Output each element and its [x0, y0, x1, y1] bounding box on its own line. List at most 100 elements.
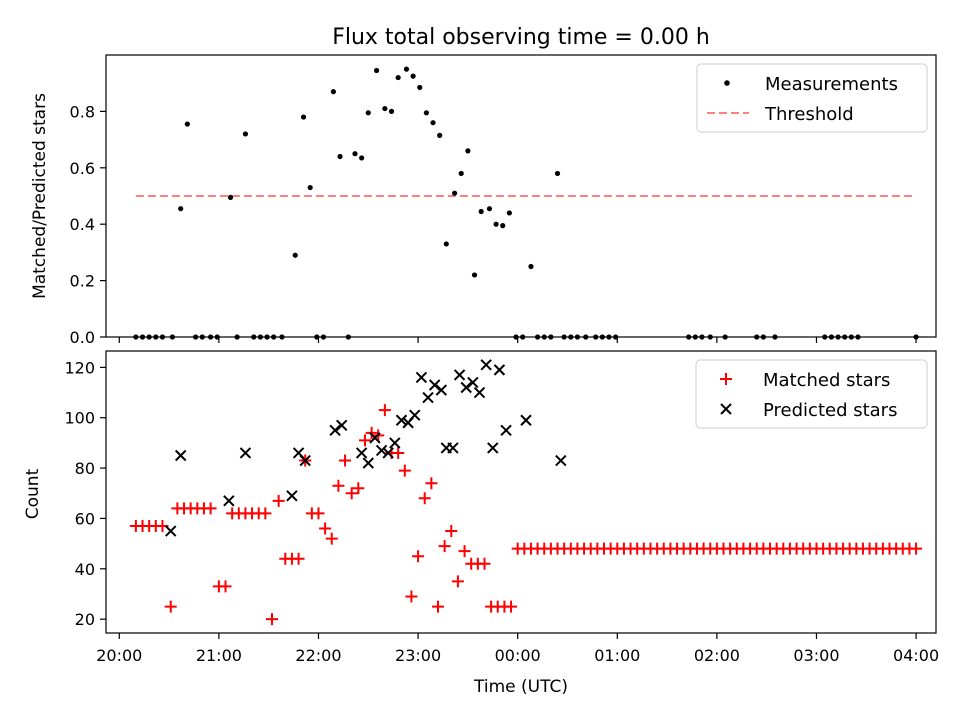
- measurement-point: [365, 110, 371, 116]
- predicted-star-point: [286, 490, 298, 502]
- matched-star-point: [292, 552, 305, 565]
- matched-star-point: [505, 600, 518, 613]
- measurement-point: [471, 272, 478, 278]
- measurement-point: [227, 194, 234, 201]
- predicted-star-point: [389, 437, 401, 449]
- predicted-star-point: [299, 454, 311, 467]
- figure-title: Flux total observing time = 0.00 h: [332, 25, 710, 50]
- measurement-point: [443, 241, 449, 247]
- predicted-legend-label: Predicted stars: [763, 400, 897, 421]
- predicted-star-point: [336, 419, 348, 431]
- matched-star-point: [332, 479, 345, 492]
- matched-star-point: [478, 557, 491, 570]
- bottom-x-tick-label: 21:00: [196, 646, 242, 665]
- matched-legend-label: Matched stars: [763, 370, 890, 391]
- measurement-point: [373, 67, 380, 74]
- measurement-point: [410, 73, 416, 79]
- matched-star-point: [272, 494, 285, 507]
- predicted-star-point: [415, 371, 428, 384]
- matched-star-point: [358, 434, 371, 447]
- matched-star-point: [910, 542, 923, 555]
- bottom-x-tick-label: 20:00: [96, 646, 142, 665]
- bottom-y-tick-label: 120: [64, 358, 95, 377]
- predicted-star-point: [480, 359, 492, 371]
- matched-star-point: [164, 600, 177, 613]
- predicted-star-point: [520, 414, 532, 426]
- predicted-star-point: [362, 457, 374, 469]
- bottom-x-tick-label: 01:00: [594, 646, 640, 665]
- predicted-stars-points: [165, 359, 567, 537]
- matched-star-point: [398, 464, 411, 477]
- predicted-star-point: [493, 364, 506, 376]
- matched-star-point: [204, 502, 217, 515]
- matched-star-point: [352, 482, 365, 495]
- matched-star-point: [312, 507, 325, 520]
- bottom-y-tick-label: 60: [75, 509, 95, 528]
- measurements-legend-label: Measurements: [765, 74, 898, 95]
- predicted-star-point: [467, 376, 479, 389]
- predicted-star-point: [487, 442, 499, 454]
- predicted-star-point: [447, 442, 459, 454]
- measurement-point: [300, 114, 307, 120]
- bottom-plot: 20 40 60 80 100 120 20:00 21:00 22:00 23:00 00:00…: [23, 350, 939, 697]
- predicted-star-point: [369, 432, 381, 444]
- top-y-tick-label: 0.8: [70, 102, 95, 121]
- predicted-star-point: [223, 495, 235, 507]
- matched-star-point: [451, 575, 464, 588]
- matched-star-point: [219, 580, 232, 593]
- x-axis-label: Time (UTC): [473, 677, 568, 697]
- measurement-point: [506, 210, 512, 216]
- bottom-x-tick-label: 04:00: [893, 646, 939, 665]
- measurement-point: [352, 151, 358, 157]
- top-y-axis-label: Matched/Predicted stars: [30, 93, 50, 299]
- bottom-x-tick-label: 22:00: [295, 646, 341, 665]
- predicted-star-point: [422, 391, 434, 404]
- bottom-y-axis: 20 40 60 80 100 120: [64, 358, 106, 629]
- measurement-point: [493, 221, 499, 227]
- measurement-point: [359, 155, 365, 161]
- measurement-point: [528, 263, 534, 270]
- predicted-star-point: [174, 449, 187, 462]
- measurement-point: [307, 184, 313, 191]
- measurement-point: [458, 170, 464, 177]
- top-legend: Measurements Threshold: [696, 63, 928, 133]
- measurement-point: [330, 89, 337, 95]
- bottom-y-tick-label: 80: [75, 459, 95, 478]
- matched-star-point: [266, 613, 278, 626]
- bottom-y-tick-label: 20: [75, 610, 95, 629]
- measurement-point: [292, 252, 298, 258]
- measurement-point: [423, 110, 429, 116]
- matched-star-point: [392, 446, 405, 459]
- predicted-star-point: [329, 424, 341, 437]
- top-plot: 0.00.20.40.60.8 Matched/Predicted stars …: [30, 54, 937, 347]
- predicted-star-point: [473, 386, 486, 399]
- measurement-point: [430, 120, 436, 126]
- predicted-star-point: [460, 381, 472, 394]
- measurement-point: [184, 121, 190, 127]
- matched-star-point: [432, 600, 444, 613]
- bottom-plot-frame: [105, 350, 937, 634]
- matched-legend-marker: [720, 373, 732, 385]
- matched-star-point: [365, 426, 378, 439]
- bottom-x-tick-label: 00:00: [495, 646, 541, 665]
- measurement-point: [417, 84, 423, 91]
- measurement-point: [178, 206, 184, 212]
- matched-star-point: [378, 404, 391, 417]
- measurement-point: [465, 148, 471, 154]
- predicted-star-point: [239, 447, 252, 459]
- matched-star-point: [319, 522, 332, 535]
- bottom-legend-box: [695, 359, 928, 429]
- matched-star-point: [259, 507, 272, 520]
- matched-star-point: [325, 532, 338, 545]
- measurement-point: [337, 153, 343, 160]
- measurements-legend-marker: [724, 80, 730, 86]
- top-y-tick-label: 0.4: [70, 215, 95, 234]
- matched-star-point: [458, 545, 471, 558]
- top-plot-frame: [105, 54, 937, 338]
- predicted-star-point: [555, 454, 567, 467]
- measurement-point: [382, 105, 388, 112]
- predicted-star-point: [375, 444, 388, 457]
- measurement-point: [403, 66, 410, 72]
- predicted-star-point: [382, 447, 394, 459]
- predicted-star-point: [395, 414, 408, 426]
